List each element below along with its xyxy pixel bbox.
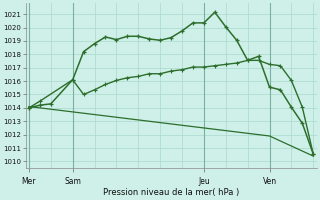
X-axis label: Pression niveau de la mer( hPa ): Pression niveau de la mer( hPa )	[103, 188, 239, 197]
